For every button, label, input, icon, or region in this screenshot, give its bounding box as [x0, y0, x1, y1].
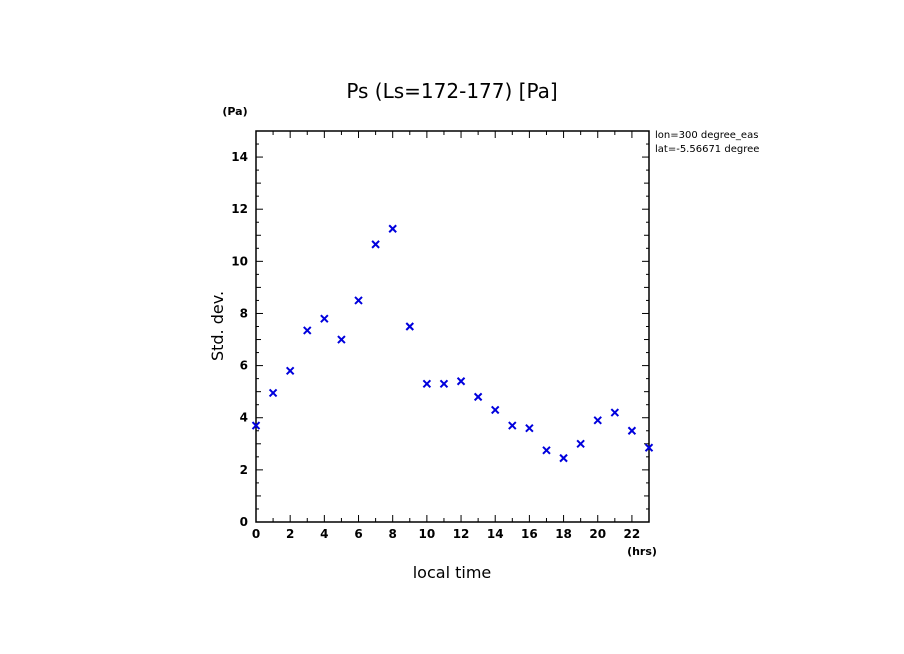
- data-point: [303, 326, 312, 335]
- annotation-lon: lon=300 degree_eas: [655, 130, 758, 141]
- data-point: [354, 296, 363, 305]
- y-axis-label: Std. dev.: [208, 291, 227, 361]
- x-tick-label: 0: [252, 527, 260, 541]
- data-point: [610, 408, 620, 417]
- data-point: [473, 392, 483, 402]
- x-tick-label: 22: [624, 527, 641, 541]
- data-point: [320, 314, 329, 323]
- x-tick-label: 10: [419, 527, 436, 541]
- data-point: [439, 379, 449, 389]
- data-point: [491, 405, 500, 415]
- data-point: [508, 421, 517, 430]
- data-point: [593, 416, 602, 425]
- data-points: [251, 224, 654, 463]
- data-point: [405, 322, 414, 331]
- data-point: [542, 446, 551, 455]
- plot-border: [255, 130, 650, 523]
- data-point: [525, 423, 534, 433]
- y-tick-label: 8: [240, 306, 248, 320]
- x-tick-label: 14: [487, 527, 504, 541]
- y-tick-label: 6: [240, 359, 248, 373]
- tick-labels: 0 2 4 6 8 10 12 14 16 18 20 22 0 2 4 6 8 10 12 14: [231, 150, 640, 541]
- data-point: [251, 421, 261, 430]
- x-tick-label: 6: [354, 527, 362, 541]
- x-tick-label: 18: [555, 527, 572, 541]
- data-point: [576, 439, 585, 449]
- data-point: [268, 388, 278, 398]
- x-axis-label: local time: [413, 563, 492, 582]
- axis-ticks: [255, 130, 650, 523]
- data-point: [388, 224, 397, 233]
- annotation-lat: lat=-5.56671 degree: [655, 144, 759, 155]
- data-point: [422, 379, 432, 389]
- x-tick-label: 20: [589, 527, 606, 541]
- data-point: [371, 240, 380, 249]
- y-tick-label: 10: [231, 254, 248, 268]
- data-point: [559, 453, 568, 463]
- data-point: [337, 335, 346, 344]
- x-tick-label: 8: [389, 527, 397, 541]
- data-point: [644, 443, 654, 452]
- x-tick-label: 16: [521, 527, 538, 541]
- x-tick-label: 2: [286, 527, 294, 541]
- data-point: [285, 366, 295, 376]
- chart-title: Ps (Ls=172-177) [Pa]: [346, 79, 557, 103]
- y-tick-label: 0: [240, 515, 248, 529]
- y-tick-label: 4: [240, 411, 248, 425]
- y-tick-label: 12: [231, 202, 248, 216]
- y-tick-label: 2: [240, 463, 248, 477]
- x-tick-label: 12: [453, 527, 470, 541]
- x-tick-label: 4: [320, 527, 328, 541]
- y-unit-label: (Pa): [222, 105, 247, 118]
- x-unit-label: (hrs): [627, 545, 657, 558]
- y-tick-label: 14: [231, 150, 248, 164]
- data-point: [627, 426, 637, 435]
- data-point: [456, 377, 466, 386]
- plot-frame: [255, 130, 650, 523]
